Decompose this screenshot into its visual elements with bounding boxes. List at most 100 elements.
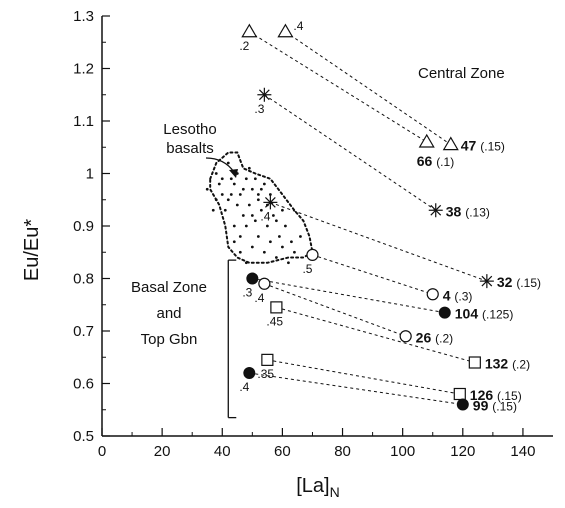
lesotho-point	[229, 193, 233, 196]
x-tick-label: 40	[214, 443, 231, 460]
open-circle-marker	[258, 277, 271, 290]
lesotho-point	[253, 177, 257, 181]
end-point-label: 26 (.2)	[416, 329, 453, 345]
y-tick-label: 0.9	[73, 218, 94, 235]
lesotho-point	[229, 177, 233, 181]
lesotho-point	[244, 177, 248, 181]
pair-connector	[249, 31, 427, 143]
lesotho-point	[290, 240, 293, 244]
lesotho-point	[214, 172, 218, 175]
lesotho-point	[220, 193, 224, 196]
end-point-fraction: (.2)	[435, 331, 453, 345]
start-fraction-label: .4	[239, 380, 249, 394]
star-stroke	[430, 204, 442, 216]
lesotho-point	[281, 208, 284, 212]
end-point-number: 32	[497, 274, 516, 290]
start-fraction-label: .4	[260, 209, 270, 223]
end-point-number: 104	[455, 306, 482, 322]
end-point-label: 47 (.15)	[461, 138, 505, 154]
lesotho-point	[284, 224, 287, 228]
basal-zone-label-line1: Basal Zone	[131, 279, 207, 296]
square-marker	[270, 301, 283, 314]
lesotho-point	[226, 161, 230, 165]
y-tick-label: 0.5	[73, 428, 94, 445]
basal-zone-label-line3: Top Gbn	[141, 331, 198, 348]
lesotho-point	[235, 203, 239, 207]
end-point-number: 99	[473, 398, 492, 414]
star-marker	[263, 195, 278, 210]
lesotho-point	[299, 235, 302, 238]
end-point-number: 26	[416, 329, 435, 345]
x-tick-label: 100	[390, 443, 415, 460]
lesotho-point	[281, 245, 284, 249]
lesotho-point	[241, 187, 245, 191]
end-point-number: 47	[461, 138, 480, 154]
pair-connector	[264, 94, 437, 211]
end-point-number: 126	[470, 387, 497, 403]
lesotho-point	[241, 214, 245, 217]
lesotho-point	[238, 193, 242, 196]
lesotho-outline	[209, 151, 314, 264]
triangle-marker	[277, 23, 294, 38]
triangle-marker	[241, 23, 258, 38]
triangle-marker	[442, 136, 459, 151]
y-tick-label: 0.8	[73, 271, 94, 288]
lesotho-point	[253, 219, 257, 223]
x-tick-label: 0	[98, 443, 106, 460]
start-fraction-label: .3	[254, 102, 264, 116]
end-point-fraction: (.125)	[482, 308, 513, 322]
end-point-fraction: (.15)	[516, 276, 541, 290]
end-point-fraction: (.13)	[465, 205, 490, 219]
y-tick-label: 1.1	[73, 113, 94, 130]
y-tick-label: 1	[86, 166, 94, 183]
start-fraction-label: .45	[266, 314, 283, 328]
lesotho-point	[259, 208, 263, 212]
end-point-label: 132 (.2)	[485, 356, 530, 372]
lesotho-point	[262, 182, 266, 186]
x-axis-label: [La]N	[296, 475, 339, 500]
lesotho-field	[205, 151, 314, 265]
start-fraction-label: .35	[257, 367, 274, 381]
pair-connector	[264, 283, 406, 337]
lesotho-point	[250, 187, 254, 191]
star-marker	[257, 87, 272, 102]
end-point-label: 4 (.3)	[443, 287, 473, 303]
end-point-label: 126 (.15)	[470, 387, 522, 403]
start-fraction-label: .3	[242, 286, 252, 300]
pair-connector	[270, 201, 488, 282]
central-zone-label: Central Zone	[418, 65, 505, 82]
lesotho-point	[244, 224, 248, 228]
end-point-label: 66 (.1)	[417, 153, 454, 169]
lesotho-point	[220, 177, 224, 181]
lesotho-point	[262, 250, 266, 254]
end-point-fraction: (.3)	[454, 289, 472, 303]
lesotho-point	[232, 240, 236, 244]
lesotho-label-line2: basalts	[166, 140, 214, 157]
star-marker	[479, 274, 494, 289]
lesotho-point	[217, 182, 221, 186]
y-axis-label: Eu/Eu*	[21, 219, 43, 281]
filled-circle-marker	[456, 398, 469, 411]
y-tick-label: 0.6	[73, 376, 94, 393]
end-point-label: 38 (.13)	[446, 203, 490, 219]
star-stroke	[264, 197, 276, 208]
lesotho-point	[250, 245, 254, 249]
filled-circle-marker	[243, 367, 256, 379]
end-point-number: 4	[443, 287, 455, 303]
pair-connector	[276, 306, 475, 363]
pair-connector	[267, 359, 460, 395]
end-point-fraction: (.15)	[492, 400, 517, 414]
lesotho-arrowhead	[229, 169, 238, 178]
star-marker	[428, 203, 443, 218]
end-point-fraction: (.1)	[436, 155, 454, 169]
open-circle-marker	[399, 330, 412, 343]
star-stroke	[258, 89, 270, 101]
lesotho-point	[259, 187, 263, 191]
lesotho-point	[268, 240, 272, 244]
pair-connector	[312, 254, 433, 295]
lesotho-point	[271, 214, 275, 217]
x-tick-label: 60	[274, 443, 291, 460]
y-tick-label: 0.7	[73, 323, 94, 340]
tick-labels: 0 20 40 60 80 100 120 140 0.5 0.6 0.7 0.8 0.9 1 1.1 1.2…	[73, 8, 535, 460]
lesotho-point	[265, 224, 269, 228]
